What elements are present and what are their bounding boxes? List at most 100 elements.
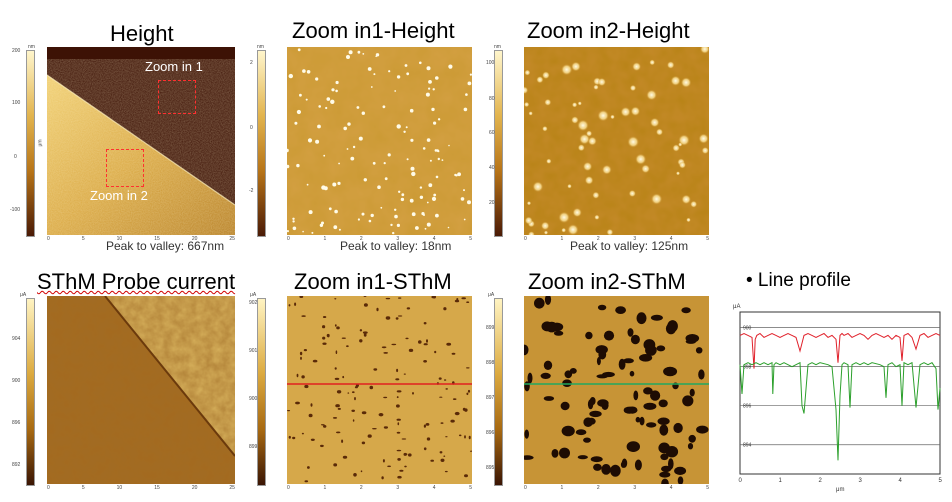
particle	[404, 64, 408, 67]
particle	[597, 109, 609, 122]
particle	[335, 89, 338, 93]
y-tick-label: 896	[743, 404, 752, 410]
spot	[629, 370, 635, 377]
height-title: Height	[110, 21, 174, 46]
sthm-cbar-tick: 904	[12, 336, 21, 342]
spot	[342, 455, 348, 459]
x-tick: 0	[524, 236, 527, 242]
particle	[337, 181, 341, 185]
particle	[305, 98, 308, 101]
spot	[464, 474, 468, 478]
sthm-cbar-tick: 896	[12, 420, 21, 426]
zoom1-height-title: Zoom in1-Height	[292, 18, 455, 43]
particle	[363, 178, 367, 182]
particle	[411, 171, 416, 177]
spot	[383, 396, 388, 399]
particle	[357, 50, 361, 54]
x-tick: 15	[154, 485, 160, 491]
particle	[587, 136, 597, 146]
particle	[306, 70, 311, 74]
particle	[571, 116, 579, 124]
particle	[426, 138, 431, 142]
particle	[437, 157, 440, 161]
x-tick: 10	[116, 236, 123, 242]
particle	[448, 144, 450, 147]
particle	[343, 126, 347, 131]
particle	[406, 158, 409, 161]
spot	[663, 366, 678, 377]
x-tick-label: 5	[939, 478, 943, 484]
spot	[391, 343, 397, 346]
particle	[469, 73, 472, 76]
particle	[435, 213, 439, 218]
particle	[577, 144, 585, 152]
particle	[592, 191, 600, 199]
particle	[346, 148, 349, 150]
zoom1-sthm-colorbar	[257, 298, 266, 486]
spot	[626, 441, 640, 452]
spot	[423, 322, 427, 325]
spot	[689, 388, 695, 397]
height-colorbar-unit: nm	[28, 44, 35, 50]
zoom2-height-cbar-unit: nm	[494, 44, 501, 50]
x-axis-label: μm	[836, 487, 844, 493]
spot	[534, 297, 545, 309]
particle	[627, 136, 640, 148]
particle	[372, 161, 376, 165]
particle	[335, 80, 339, 85]
particle	[681, 194, 691, 205]
height-cbar-tick: 100	[12, 100, 21, 106]
spot	[403, 373, 406, 375]
height-x-ticks: 0 5 10 15 20 25	[47, 236, 235, 242]
spot	[396, 449, 402, 452]
spot	[363, 303, 368, 307]
particle	[311, 231, 314, 234]
x-tick: 4	[669, 236, 673, 242]
particle	[315, 77, 319, 81]
spot	[381, 476, 384, 480]
particle	[655, 128, 664, 136]
spot	[426, 339, 428, 343]
spot	[405, 337, 409, 340]
spot	[354, 386, 358, 389]
spot	[596, 357, 601, 366]
spot	[695, 347, 703, 354]
particle	[572, 207, 582, 218]
spot	[543, 396, 555, 401]
spot	[300, 356, 302, 360]
spot	[351, 409, 355, 412]
spot	[454, 411, 460, 416]
spot	[361, 411, 367, 415]
height-colorbar	[26, 50, 35, 237]
spot	[378, 413, 384, 417]
zoom2-sthm-colorbar	[494, 298, 503, 486]
y-axis-label: μA	[733, 304, 740, 310]
particle	[542, 71, 550, 80]
y-tick-label: 898	[743, 365, 752, 371]
particle	[544, 98, 552, 106]
x-tick: 20	[191, 236, 198, 242]
particle	[686, 217, 691, 223]
spot	[674, 466, 687, 475]
particle	[419, 186, 423, 189]
particle	[292, 226, 297, 231]
zoom2-sthm-cbar-tick: 896	[486, 430, 495, 436]
zoom2-peak-to-valley: Peak to valley: 125nm	[570, 239, 689, 253]
zoom2-sthm-cbar-unit: μA	[488, 292, 495, 298]
particle	[610, 114, 615, 120]
particle	[457, 172, 461, 177]
zoom1-sthm-afm-image	[287, 296, 472, 484]
height-cbar-tick: 0	[14, 154, 17, 160]
spot	[597, 304, 607, 311]
particle	[394, 208, 397, 211]
x-tick-label: 1	[779, 478, 783, 484]
spot	[545, 321, 558, 333]
zoom2-sthm-title: Zoom in2-SThM	[528, 269, 686, 294]
spot	[408, 348, 414, 352]
spot	[312, 359, 318, 363]
particle	[390, 223, 393, 227]
spot	[451, 352, 456, 355]
zoom2-sthm-cbar-tick: 898	[486, 360, 495, 366]
spot	[322, 325, 326, 329]
spot	[685, 334, 700, 343]
